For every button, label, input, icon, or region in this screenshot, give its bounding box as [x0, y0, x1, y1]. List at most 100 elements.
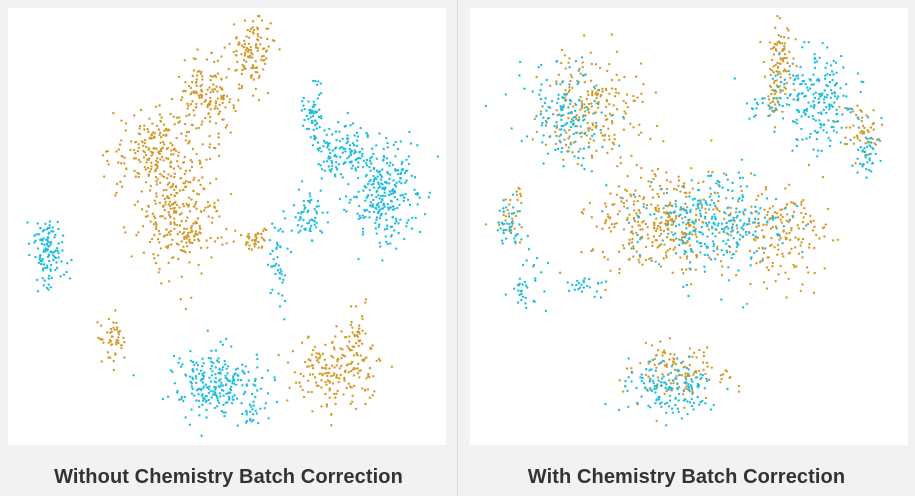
scatter-point: [547, 116, 550, 120]
scatter-point: [737, 269, 740, 272]
scatter-point: [650, 259, 653, 262]
scatter-point: [870, 170, 873, 173]
scatter-point: [827, 136, 830, 140]
scatter-point: [874, 152, 877, 156]
scatter-point: [593, 295, 596, 298]
scatter-point: [381, 207, 385, 210]
scatter-point: [572, 116, 575, 119]
scatter-point: [241, 44, 244, 47]
scatter-point: [328, 389, 331, 392]
scatter-point: [302, 199, 305, 203]
scatter-point: [673, 187, 676, 191]
scatter-point: [218, 215, 221, 218]
scatter-point: [702, 351, 705, 354]
scatter-point: [668, 394, 672, 398]
scatter-point: [353, 334, 357, 338]
scatter-point: [674, 202, 677, 206]
scatter-point: [235, 49, 238, 53]
scatter-point: [667, 405, 671, 408]
scatter-point: [683, 406, 686, 409]
scatter-point: [792, 263, 795, 267]
scatter-point: [143, 128, 146, 131]
scatter-point: [351, 400, 354, 403]
scatter-point: [187, 142, 190, 145]
scatter-point: [209, 78, 212, 82]
scatter-point: [225, 242, 228, 245]
scatter-point: [535, 115, 538, 118]
scatter-point: [761, 229, 764, 232]
scatter-point: [306, 199, 310, 203]
scatter-point: [799, 289, 802, 293]
scatter-point: [134, 140, 138, 144]
scatter-point: [309, 195, 312, 198]
scatter-point: [169, 175, 173, 178]
scatter-point: [370, 193, 374, 197]
scatter-point: [324, 380, 327, 384]
scatter-point: [163, 170, 166, 173]
scatter-point: [709, 192, 713, 196]
scatter-point: [357, 344, 360, 347]
scatter-point: [813, 61, 816, 64]
scatter-point: [770, 58, 774, 62]
scatter-point: [676, 387, 679, 390]
scatter-point: [587, 129, 590, 132]
scatter-point: [609, 269, 612, 272]
scatter-point: [610, 119, 614, 123]
scatter-point: [525, 306, 528, 310]
scatter-point: [779, 97, 782, 100]
scatter-point: [674, 397, 677, 400]
scatter-point: [166, 177, 169, 180]
scatter-point: [317, 361, 320, 364]
scatter-point: [651, 379, 655, 383]
scatter-point: [372, 375, 375, 378]
scatter-point: [688, 244, 691, 247]
scatter-point: [182, 227, 186, 230]
scatter-point: [642, 382, 646, 385]
scatter-point: [735, 274, 738, 277]
scatter-point: [624, 112, 627, 115]
scatter-point: [335, 392, 338, 395]
scatter-point: [771, 265, 774, 268]
scatter-point: [370, 347, 373, 350]
scatter-point: [185, 202, 188, 206]
scatter-point: [370, 147, 374, 150]
scatter-point: [863, 150, 867, 154]
scatter-point: [173, 172, 176, 175]
scatter-point: [623, 75, 626, 79]
scatter-point: [848, 126, 852, 129]
scatter-point: [654, 206, 657, 210]
scatter-point: [807, 101, 810, 104]
scatter-point: [114, 309, 117, 312]
scatter-point: [256, 46, 260, 50]
scatter-point: [364, 301, 367, 304]
scatter-point: [820, 123, 823, 127]
scatter-point: [558, 271, 562, 274]
scatter-point: [869, 136, 873, 140]
scatter-point: [50, 241, 53, 244]
scatter-point: [589, 79, 593, 83]
scatter-point: [323, 358, 327, 361]
scatter-point: [690, 167, 693, 170]
scatter-point: [172, 167, 176, 170]
scatter-point: [668, 247, 672, 250]
scatter-point: [239, 379, 243, 382]
scatter-point: [220, 384, 223, 387]
scatter-point: [845, 142, 849, 146]
scatter-point: [276, 269, 280, 272]
scatter-point: [112, 326, 115, 329]
scatter-point: [801, 74, 804, 77]
scatter-point: [735, 245, 739, 249]
scatter-point: [500, 239, 504, 242]
scatter-point: [148, 189, 152, 192]
scatter-point: [251, 65, 255, 68]
scatter-point: [671, 204, 674, 208]
scatter-point: [697, 188, 701, 192]
scatter-point: [193, 238, 196, 242]
scatter-point: [568, 86, 571, 89]
scatter-point: [351, 142, 355, 145]
scatter-point: [627, 258, 631, 261]
scatter-point: [711, 226, 714, 230]
scatter-point: [361, 166, 365, 169]
scatter-point: [699, 400, 702, 404]
scatter-point: [651, 358, 654, 362]
